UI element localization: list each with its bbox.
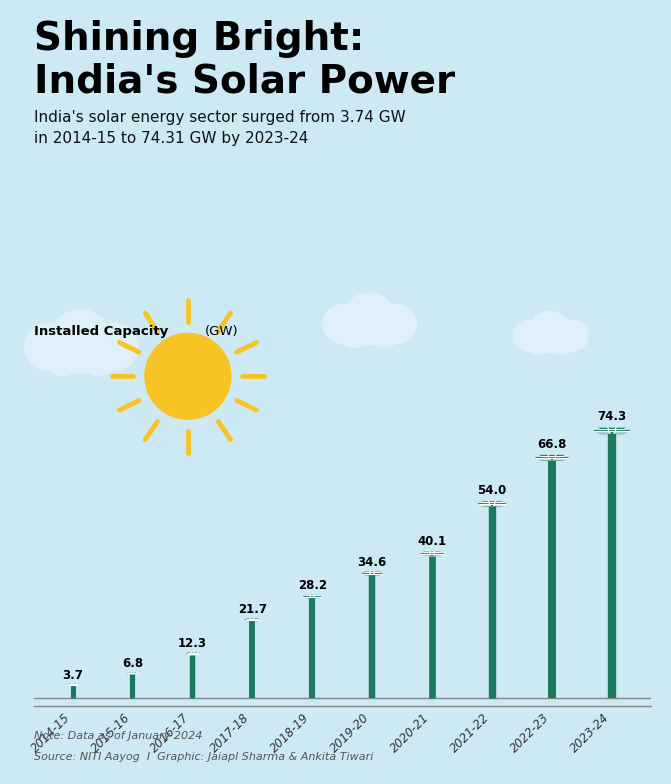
Ellipse shape — [557, 320, 589, 352]
Ellipse shape — [513, 320, 545, 352]
Bar — [611, 432, 613, 434]
Text: India's Solar Power: India's Solar Power — [34, 63, 455, 100]
Ellipse shape — [40, 331, 85, 376]
Ellipse shape — [322, 303, 362, 344]
Text: 40.1: 40.1 — [417, 535, 447, 548]
Text: 66.8: 66.8 — [537, 437, 567, 451]
Ellipse shape — [523, 325, 554, 355]
Ellipse shape — [336, 310, 373, 348]
Text: 12.3: 12.3 — [178, 637, 207, 650]
Ellipse shape — [144, 332, 231, 420]
Ellipse shape — [365, 310, 403, 348]
Text: 28.2: 28.2 — [298, 579, 327, 592]
Polygon shape — [477, 503, 507, 505]
Polygon shape — [361, 573, 383, 574]
Ellipse shape — [547, 325, 577, 355]
Bar — [431, 554, 433, 556]
Ellipse shape — [48, 309, 113, 373]
Text: 74.3: 74.3 — [597, 410, 627, 423]
Ellipse shape — [342, 292, 396, 346]
Polygon shape — [593, 430, 631, 432]
Text: Shining Bright:: Shining Bright: — [34, 20, 364, 57]
Polygon shape — [244, 619, 261, 620]
Text: 54.0: 54.0 — [478, 485, 507, 497]
Text: 6.8: 6.8 — [122, 657, 143, 670]
Polygon shape — [423, 552, 441, 553]
Polygon shape — [186, 653, 199, 654]
Ellipse shape — [529, 310, 572, 354]
Polygon shape — [420, 553, 444, 554]
Polygon shape — [598, 428, 626, 430]
Polygon shape — [539, 455, 565, 456]
Polygon shape — [481, 501, 503, 503]
Bar — [551, 459, 553, 460]
Polygon shape — [535, 457, 570, 459]
Polygon shape — [303, 596, 322, 597]
Text: Note: Data as of January 2024: Note: Data as of January 2024 — [34, 731, 202, 741]
Text: 34.6: 34.6 — [358, 556, 386, 568]
Text: India's solar energy sector surged from 3.74 GW
in 2014-15 to 74.31 GW by 2023-2: India's solar energy sector surged from … — [34, 110, 405, 146]
Ellipse shape — [377, 303, 417, 344]
Bar — [372, 574, 373, 575]
Bar — [491, 505, 493, 506]
Text: Installed Capacity: Installed Capacity — [34, 325, 168, 339]
Polygon shape — [305, 595, 319, 596]
Text: 21.7: 21.7 — [238, 603, 267, 615]
Text: 3.7: 3.7 — [62, 669, 83, 682]
Text: (GW): (GW) — [205, 325, 238, 339]
Text: Source: NITI Aayog  I  Graphic: Jaiapl Sharma & Ankita Tiwari: Source: NITI Aayog I Graphic: Jaiapl Sha… — [34, 752, 373, 762]
Ellipse shape — [76, 331, 121, 376]
Ellipse shape — [24, 323, 72, 371]
Ellipse shape — [90, 323, 138, 371]
